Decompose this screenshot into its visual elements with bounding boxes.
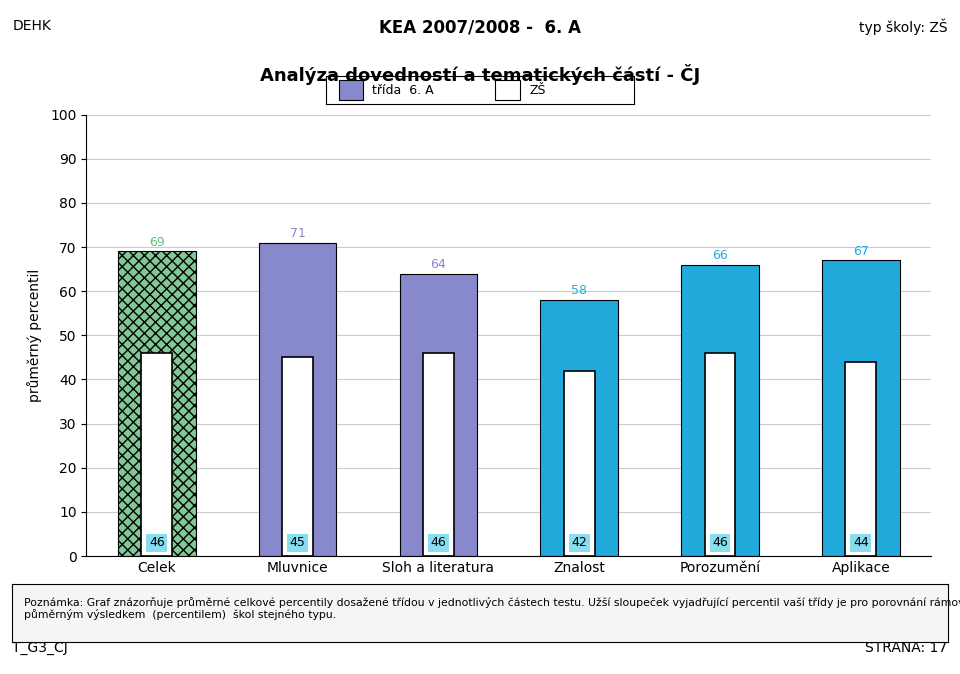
Y-axis label: průměrný percentil: průměrný percentil	[27, 269, 42, 402]
Text: typ školy: ZŠ: typ školy: ZŠ	[859, 19, 948, 35]
Text: 58: 58	[571, 284, 588, 297]
Bar	[259, 243, 336, 556]
Text: DEHK: DEHK	[12, 19, 51, 33]
Bar	[682, 265, 758, 556]
Bar	[423, 353, 454, 556]
Bar	[540, 300, 618, 556]
Text: STRANA: 17: STRANA: 17	[865, 641, 948, 655]
Text: 66: 66	[712, 249, 728, 262]
Text: 64: 64	[430, 258, 446, 271]
Bar	[495, 80, 520, 100]
Text: 46: 46	[149, 537, 165, 549]
Text: 69: 69	[149, 236, 165, 249]
Text: 46: 46	[430, 537, 446, 549]
Bar	[705, 353, 735, 556]
Text: 46: 46	[712, 537, 728, 549]
Bar	[846, 362, 876, 556]
Text: 44: 44	[852, 537, 869, 549]
Text: KEA 2007/2008 -  6. A: KEA 2007/2008 - 6. A	[379, 19, 581, 37]
Bar	[822, 260, 900, 556]
Bar	[564, 371, 594, 556]
Text: T_G3_CJ: T_G3_CJ	[12, 641, 68, 655]
Bar	[399, 274, 477, 556]
Text: třída  6. A: třída 6. A	[372, 84, 434, 97]
Text: 45: 45	[290, 537, 305, 549]
Bar	[339, 80, 363, 100]
Text: 71: 71	[290, 227, 305, 240]
Text: ZŠ: ZŠ	[529, 84, 545, 97]
Text: Analýza dovedností a tematických částí - ČJ: Analýza dovedností a tematických částí -…	[260, 64, 700, 85]
Text: 67: 67	[852, 245, 869, 257]
Text: Poznámka: Graf znázorňuje průměrné celkové percentily dosažené třídou v jednotli: Poznámka: Graf znázorňuje průměrné celko…	[24, 596, 960, 620]
Bar	[141, 353, 172, 556]
Bar	[118, 251, 196, 556]
Bar	[282, 357, 313, 556]
Text: 42: 42	[571, 537, 588, 549]
